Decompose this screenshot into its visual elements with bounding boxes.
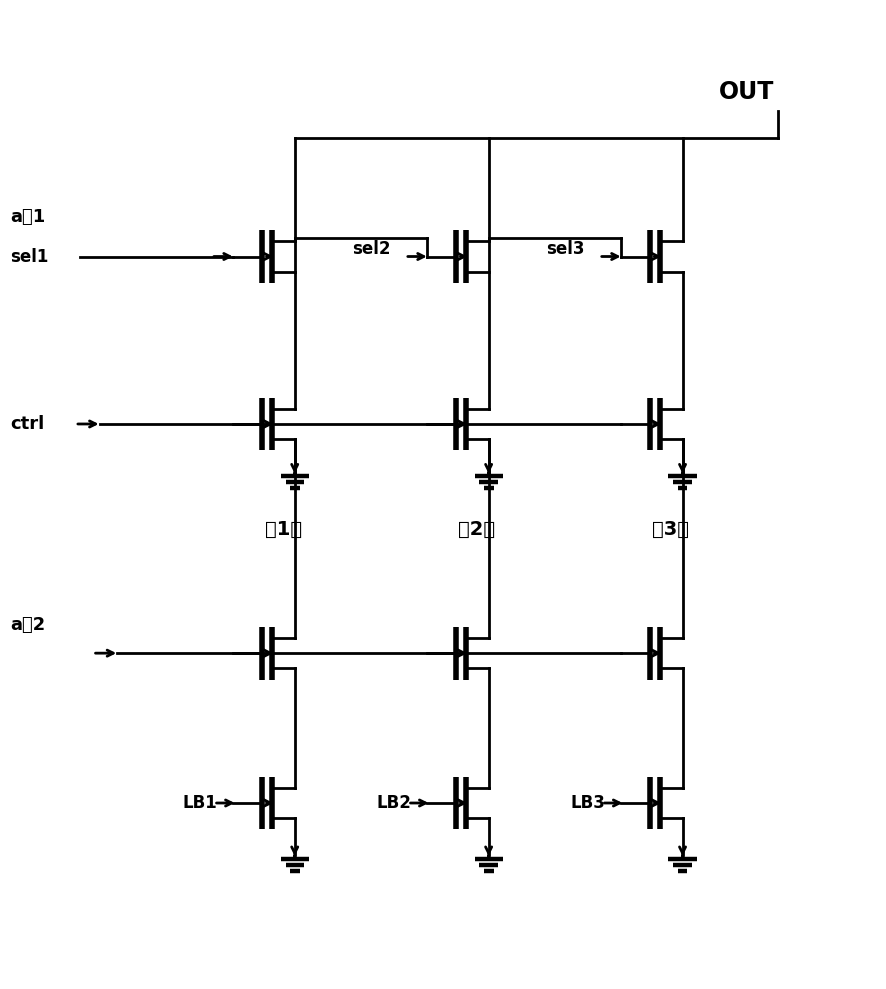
Text: OUT: OUT [718, 80, 773, 104]
Text: LB3: LB3 [570, 794, 604, 812]
Text: sel2: sel2 [352, 240, 390, 258]
Text: sel3: sel3 [546, 240, 584, 258]
Text: LB1: LB1 [183, 794, 217, 812]
Text: a链1: a链1 [10, 208, 45, 225]
Text: 第1列: 第1列 [264, 520, 301, 539]
Text: sel1: sel1 [10, 247, 48, 265]
Text: a链2: a链2 [10, 616, 45, 634]
Text: LB2: LB2 [376, 794, 411, 812]
Text: 第2列: 第2列 [458, 520, 495, 539]
Text: ctrl: ctrl [10, 415, 44, 433]
Text: 第3列: 第3列 [652, 520, 688, 539]
